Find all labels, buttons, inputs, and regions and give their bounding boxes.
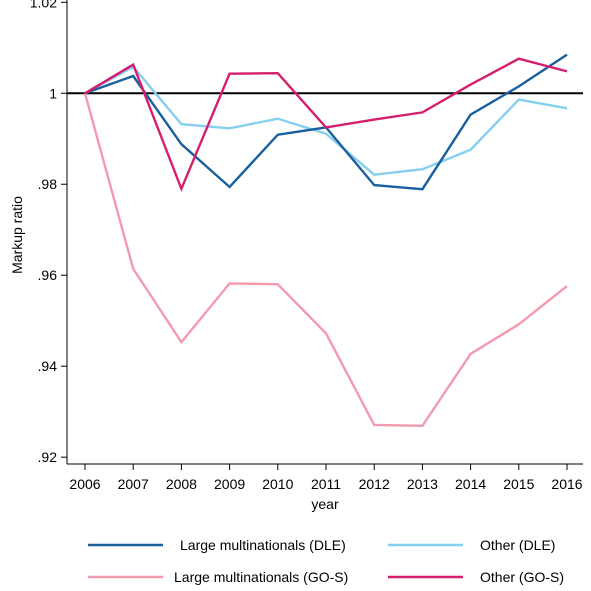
y-tick-label: 1.02 [30,0,57,10]
legend-label: Large multinationals (GO-S) [174,569,348,585]
axes [66,0,583,465]
y-tick-label: .94 [38,358,58,374]
x-tick-label: 2010 [262,476,293,492]
x-tick-label: 2011 [311,476,341,492]
y-tick-label: 1 [49,85,57,101]
legend: Large multinationals (DLE) Other (DLE) Lar… [88,537,564,585]
y-axis-title: Markup ratio [9,196,25,274]
series-line [84,53,568,191]
legend-label: Other (GO-S) [480,569,564,585]
x-tick-label: 2014 [455,476,486,492]
series-line [83,92,568,428]
series-line [84,57,568,193]
x-tick-label: 2016 [551,476,582,492]
y-tick-label: .98 [38,176,58,192]
x-tick-label: 2015 [503,476,534,492]
legend-label: Other (DLE) [480,537,555,553]
x-tick-label: 2008 [166,476,197,492]
x-tick-label: 2006 [69,476,100,492]
x-tick-label: 2009 [214,476,245,492]
y-tick-label: .92 [38,449,58,465]
x-axis-title: year [311,496,339,512]
legend-label: Large multinationals (DLE) [180,537,346,553]
x-tick-label: 2012 [359,476,390,492]
x-tick-label: 2007 [118,476,149,492]
x-tick-label: 2013 [407,476,438,492]
y-tick-label: .96 [38,267,58,283]
x-axis-ticks: 2006 2007 2008 2009 2010 2011 2012 2013 2014 2015… [69,464,583,492]
series-lines [83,53,568,428]
y-axis-ticks: .92 .94 .96 .98 1 1.02 [30,0,67,465]
series-line [84,65,568,176]
